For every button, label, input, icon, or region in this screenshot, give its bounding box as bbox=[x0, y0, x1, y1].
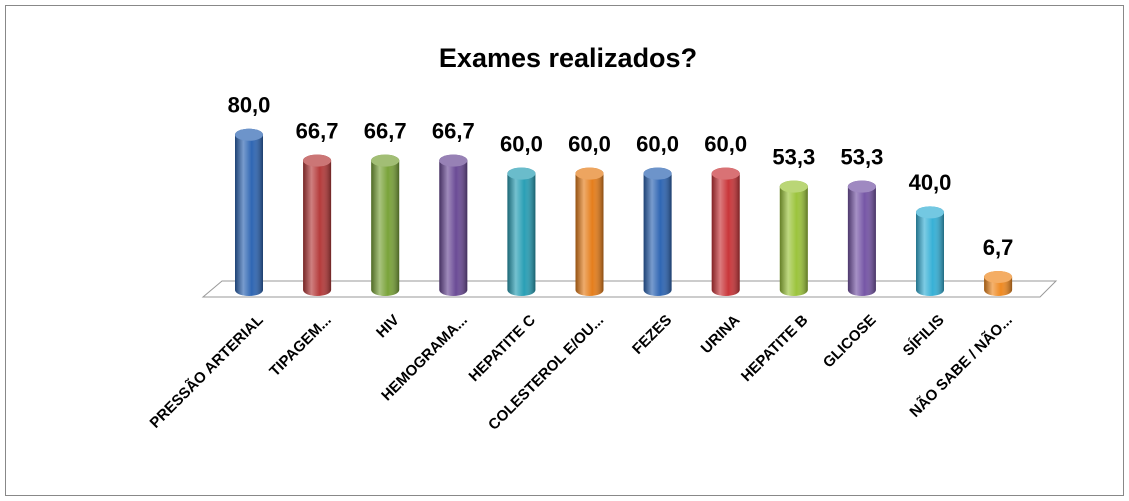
value-label: 60,0 bbox=[500, 131, 543, 156]
bar-top bbox=[916, 206, 944, 219]
bar-top-highlight bbox=[847, 180, 876, 193]
bar-top bbox=[235, 128, 263, 141]
chart-border bbox=[5, 5, 1124, 496]
floor bbox=[201, 280, 1058, 298]
value-label: 80,0 bbox=[228, 93, 271, 118]
value-label: 40,0 bbox=[909, 170, 952, 195]
bar-shade bbox=[779, 180, 808, 296]
bar-top-highlight bbox=[916, 206, 944, 219]
bar-top bbox=[303, 154, 332, 167]
bar-top bbox=[779, 180, 808, 193]
bar-top bbox=[847, 180, 876, 193]
bar-shade bbox=[916, 206, 944, 296]
bar-top-highlight bbox=[984, 271, 1013, 284]
bar-shade bbox=[507, 167, 536, 296]
bar-top bbox=[371, 154, 400, 167]
value-label: 66,7 bbox=[364, 118, 407, 143]
bar-top-highlight bbox=[303, 154, 332, 167]
bar-top bbox=[439, 154, 468, 167]
bar-top-highlight bbox=[643, 167, 672, 180]
value-label: 6,7 bbox=[983, 235, 1014, 260]
value-label: 53,3 bbox=[840, 144, 883, 169]
bar-top-highlight bbox=[235, 128, 263, 141]
bar-shade bbox=[711, 167, 740, 296]
bar-top-highlight bbox=[575, 167, 604, 180]
value-label: 60,0 bbox=[704, 131, 747, 156]
bar-top-highlight bbox=[439, 154, 468, 167]
bar-shade bbox=[847, 180, 876, 296]
bar-top-highlight bbox=[371, 154, 400, 167]
bar-shade bbox=[371, 154, 400, 296]
bar-top-highlight bbox=[507, 167, 536, 180]
value-label: 60,0 bbox=[636, 131, 679, 156]
bar-shade bbox=[643, 167, 672, 296]
bar-top bbox=[984, 271, 1013, 284]
bar-top bbox=[711, 167, 740, 180]
bar-top bbox=[575, 167, 604, 180]
bar-top bbox=[643, 167, 672, 180]
chart-title: Exames realizados? bbox=[439, 43, 697, 73]
bar-shade bbox=[303, 154, 332, 296]
value-label: 53,3 bbox=[772, 144, 815, 169]
value-label: 66,7 bbox=[432, 118, 475, 143]
bar-top-highlight bbox=[711, 167, 740, 180]
value-label: 66,7 bbox=[296, 118, 339, 143]
bar-shade bbox=[575, 167, 604, 296]
bar-top-highlight bbox=[779, 180, 808, 193]
bar-top bbox=[507, 167, 536, 180]
value-label: 60,0 bbox=[568, 131, 611, 156]
bar-shade bbox=[439, 154, 468, 296]
bar-shade bbox=[235, 128, 263, 296]
